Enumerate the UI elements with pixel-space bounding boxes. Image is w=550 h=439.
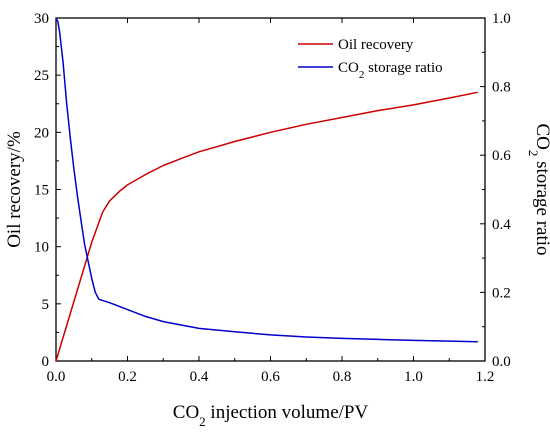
x-tick-label: 1.0 (404, 369, 423, 385)
right-y-axis-title-subscript: 2 (527, 150, 542, 157)
x-axis-title: CO2 injection volume/PV (173, 402, 369, 429)
x-tick-label: 0.4 (190, 369, 209, 385)
left-y-tick-label: 30 (34, 11, 49, 27)
legend-label-prefix: CO (338, 60, 359, 76)
series-line-co2-storage-ratio (55, 17, 478, 343)
legend-label-subscript: 2 (359, 69, 365, 81)
right-y-axis-title: CO2 storage ratio (527, 123, 550, 255)
right-y-axis-title-prefix: CO (532, 123, 550, 149)
right-y-tick-label: 0.6 (492, 148, 511, 164)
right-y-tick-label: 0.2 (492, 285, 511, 301)
left-y-tick-label: 10 (34, 240, 49, 256)
x-axis-title-prefix: CO (173, 402, 199, 423)
left-y-axis-ticks: 0 5 10 15 20 25 30 (34, 11, 61, 370)
legend-label-suffix: storage ratio (364, 60, 442, 76)
right-y-tick-label: 0.0 (492, 354, 511, 370)
x-tick-label: 1.2 (476, 369, 495, 385)
left-y-tick-label: 5 (42, 297, 50, 313)
x-tick-label: 0.2 (118, 369, 137, 385)
legend: Oil recovery CO2 storage ratio (298, 37, 443, 81)
left-y-tick-label: 0 (42, 354, 50, 370)
x-axis-ticks: 0.0 0.2 0.4 0.6 0.8 1.0 1.2 (47, 18, 495, 385)
x-axis-title-suffix: injection volume/PV (206, 402, 369, 423)
right-y-axis-title-suffix: storage ratio (532, 156, 550, 255)
legend-label-oil-recovery: Oil recovery (338, 37, 414, 53)
x-axis-title-subscript: 2 (199, 414, 206, 429)
right-y-tick-label: 1.0 (492, 11, 511, 27)
right-y-axis-ticks: 0.0 0.2 0.4 0.6 0.8 1.0 (480, 11, 511, 370)
series-line-oil-recovery (55, 91, 478, 362)
series-layer (55, 17, 478, 362)
left-y-tick-label: 25 (34, 68, 49, 84)
legend-label-co2-storage-ratio: CO2 storage ratio (338, 60, 443, 81)
x-tick-label: 0.8 (333, 369, 352, 385)
right-y-tick-label: 0.4 (492, 217, 511, 233)
left-y-axis-title: Oil recovery/% (4, 131, 25, 248)
left-y-tick-label: 15 (34, 183, 49, 199)
x-tick-label: 0.0 (47, 369, 66, 385)
x-tick-label: 0.6 (261, 369, 280, 385)
right-y-tick-label: 0.8 (492, 80, 511, 96)
left-y-tick-label: 20 (34, 125, 49, 141)
